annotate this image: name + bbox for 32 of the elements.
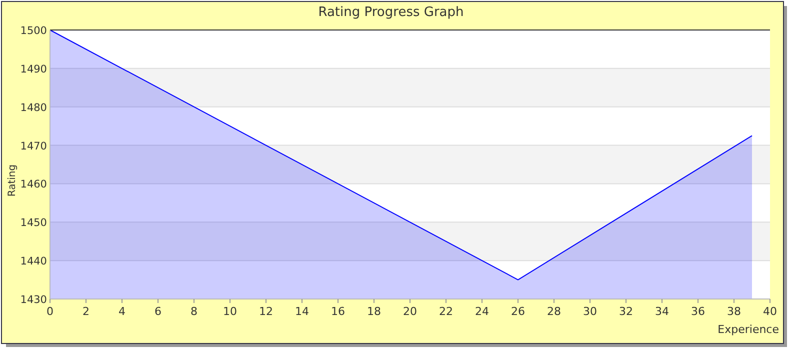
x-tick-label: 20: [403, 305, 417, 318]
x-tick-label: 34: [655, 305, 669, 318]
y-tick-label: 1500: [20, 25, 47, 37]
x-tick-label: 0: [46, 305, 54, 318]
x-tick-label: 4: [118, 305, 126, 318]
x-tick-label: 30: [583, 305, 597, 318]
x-tick-label: 8: [190, 305, 198, 318]
x-axis-title: Experience: [718, 323, 780, 336]
x-tick-label: 22: [439, 305, 453, 318]
x-tick-label: 32: [619, 305, 633, 318]
x-tick-label: 12: [259, 305, 273, 318]
y-tick-label: 1430: [20, 294, 47, 306]
y-tick-label: 1480: [20, 102, 47, 114]
x-tick-label: 26: [511, 305, 525, 318]
y-tick-label: 1490: [20, 63, 47, 76]
x-tick-label: 36: [691, 305, 705, 318]
x-tick-label: 24: [475, 305, 489, 318]
x-tick-label: 28: [547, 305, 561, 318]
y-axis-title: Rating: [7, 164, 18, 197]
y-tick-label: 1440: [20, 256, 47, 268]
x-tick-label: 38: [727, 305, 741, 318]
chart-title: Rating Progress Graph: [318, 5, 464, 20]
x-tick-label: 16: [331, 305, 345, 318]
y-tick-label: 1460: [20, 178, 47, 191]
x-tick-label: 2: [82, 305, 90, 318]
y-tick-label: 1450: [20, 217, 47, 230]
y-tick-label: 1470: [20, 140, 47, 152]
x-tick-label: 14: [295, 305, 309, 318]
x-tick-label: 6: [154, 305, 162, 318]
x-tick-label: 18: [367, 305, 381, 318]
x-tick-label: 40: [763, 305, 777, 318]
x-tick-label: 10: [223, 305, 237, 318]
